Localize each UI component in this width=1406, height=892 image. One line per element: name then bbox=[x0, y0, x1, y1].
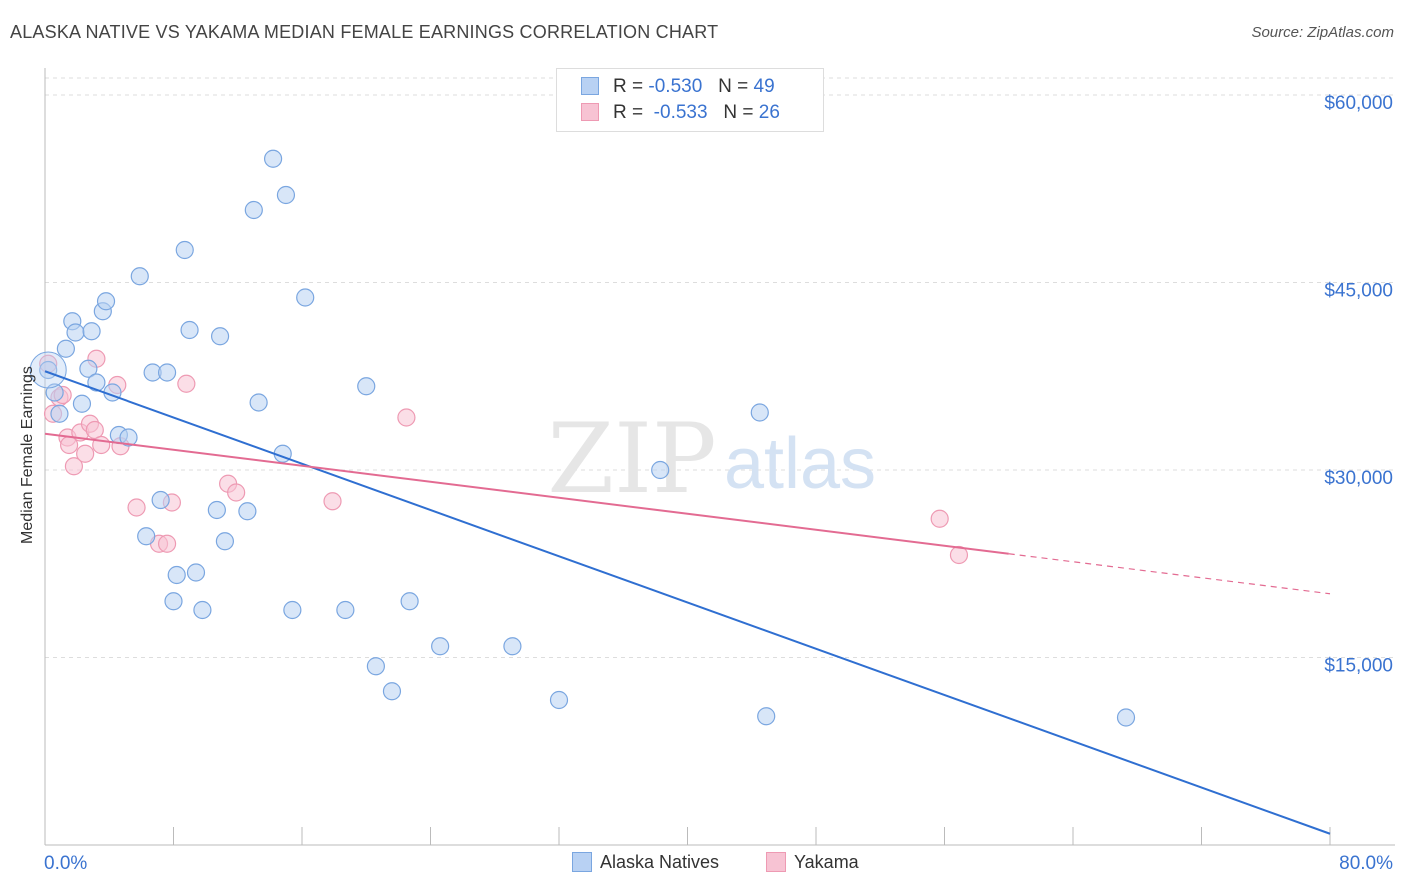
correlation-legend: R = -0.530 N = 49 R = -0.533 N = 26 bbox=[556, 68, 824, 132]
alaska-natives-point bbox=[210, 327, 230, 346]
x-tick-label-max: 80.0% bbox=[1339, 853, 1393, 874]
legend-n-value: 49 bbox=[753, 76, 775, 97]
legend-n-label: N = bbox=[718, 76, 749, 97]
alaska-natives-point bbox=[503, 637, 522, 656]
alaska-natives-point bbox=[238, 502, 257, 521]
alaska-natives-point bbox=[56, 339, 75, 358]
y-axis-label: Median Female Earnings bbox=[19, 366, 36, 544]
y-tick-label: $60,000 bbox=[1324, 93, 1393, 114]
alaska-natives-points bbox=[29, 149, 1136, 727]
alaska-natives-point bbox=[336, 600, 355, 620]
bottom-legend-yakama: Yakama bbox=[766, 852, 859, 873]
legend-row-yakama: R = -0.533 N = 26 bbox=[581, 102, 780, 126]
yakama-trend-extension bbox=[1008, 553, 1331, 595]
legend-r-value: -0.530 bbox=[648, 76, 703, 97]
alaska-natives-point bbox=[50, 404, 69, 423]
legend-n-value: 26 bbox=[758, 102, 780, 123]
alaska-natives-point bbox=[82, 322, 101, 341]
source-label: Source: ZipAtlas.com bbox=[1251, 24, 1394, 41]
alaska-natives-point bbox=[164, 592, 183, 611]
alaska-natives-point bbox=[215, 532, 234, 551]
alaska-natives-point bbox=[400, 592, 419, 611]
yakama-point bbox=[76, 444, 95, 463]
y-tick-label: $45,000 bbox=[1324, 281, 1393, 302]
legend-n-label: N = bbox=[723, 102, 754, 123]
yakama-point bbox=[157, 534, 177, 553]
yakama-point bbox=[227, 483, 246, 502]
yakama-point bbox=[64, 457, 84, 476]
alaska-natives-point bbox=[66, 323, 85, 342]
y-tick-label: $30,000 bbox=[1324, 468, 1393, 489]
yakama-point bbox=[323, 492, 342, 511]
grid-lines bbox=[45, 77, 1395, 658]
alaska-natives-point bbox=[263, 149, 283, 168]
axes bbox=[44, 68, 1395, 846]
yakama-point bbox=[930, 509, 949, 528]
alaska-natives-point bbox=[750, 403, 769, 422]
yakama-point bbox=[127, 498, 146, 517]
chart-title: ALASKA NATIVE VS YAKAMA MEDIAN FEMALE EA… bbox=[10, 22, 719, 42]
alaska-natives-point bbox=[151, 490, 170, 510]
legend-r-label: R = bbox=[613, 76, 644, 97]
alaska-natives-point bbox=[87, 373, 106, 392]
tick-labels: $15,000 $30,000 $45,000 $60,000 0.0% 80.0% bbox=[44, 93, 1393, 874]
alaska-natives-point bbox=[382, 682, 402, 701]
alaska-natives-point bbox=[193, 600, 212, 620]
alaska-natives-point bbox=[167, 565, 186, 585]
yakama-trend-line bbox=[44, 432, 1009, 555]
alaska-natives-point bbox=[207, 500, 226, 520]
trend-lines bbox=[44, 370, 1331, 835]
alaska-natives-point bbox=[79, 359, 98, 378]
alaska-natives-point bbox=[283, 600, 302, 620]
bottom-legend-alaska-natives: Alaska Natives bbox=[572, 852, 719, 873]
legend-swatch-blue bbox=[581, 77, 599, 95]
yakama-point bbox=[397, 408, 416, 427]
alaska-natives-point bbox=[180, 320, 199, 340]
yakama-point bbox=[85, 420, 104, 440]
alaska-natives-point bbox=[757, 707, 776, 726]
watermark-atlas: atlas bbox=[724, 424, 876, 504]
alaska-natives-point bbox=[296, 288, 315, 307]
alaska-natives-point bbox=[72, 394, 92, 413]
alaska-natives-point bbox=[157, 363, 177, 382]
alaska-natives-point bbox=[276, 185, 296, 205]
alaska-natives-point bbox=[96, 292, 116, 311]
alaska-natives-point bbox=[137, 527, 156, 546]
alaska-natives-point bbox=[130, 267, 149, 286]
alaska-natives-point bbox=[431, 637, 450, 656]
alaska-natives-point bbox=[186, 563, 206, 582]
yakama-point bbox=[177, 374, 196, 393]
legend-row-alaska-natives: R = -0.530 N = 49 bbox=[581, 76, 775, 100]
bottom-legend-label: Yakama bbox=[794, 852, 859, 872]
alaska-natives-cluster-point bbox=[29, 351, 67, 389]
legend-swatch-pink bbox=[581, 103, 599, 121]
alaska-natives-point bbox=[651, 460, 670, 480]
legend-r-label: R = bbox=[613, 102, 644, 123]
alaska-natives-point bbox=[1116, 708, 1136, 727]
y-tick-label: $15,000 bbox=[1324, 656, 1393, 677]
x-tick-label-min: 0.0% bbox=[44, 853, 87, 874]
yakama-point bbox=[949, 545, 969, 565]
watermark: ZIP atlas bbox=[547, 403, 876, 515]
legend-r-value: -0.533 bbox=[653, 102, 708, 123]
alaska-natives-point bbox=[357, 377, 376, 396]
watermark-zip: ZIP bbox=[547, 403, 716, 515]
alaska-natives-point bbox=[175, 240, 194, 260]
bottom-legend-swatch-pink bbox=[766, 852, 786, 872]
alaska-natives-point bbox=[119, 428, 138, 447]
alaska-natives-trend-line bbox=[44, 370, 1331, 835]
bottom-legend-label: Alaska Natives bbox=[600, 852, 720, 872]
alaska-natives-point bbox=[244, 200, 263, 220]
bottom-legend-swatch-blue bbox=[572, 852, 592, 872]
alaska-natives-point bbox=[366, 657, 385, 676]
alaska-natives-point bbox=[249, 393, 268, 412]
alaska-natives-point bbox=[549, 690, 569, 710]
